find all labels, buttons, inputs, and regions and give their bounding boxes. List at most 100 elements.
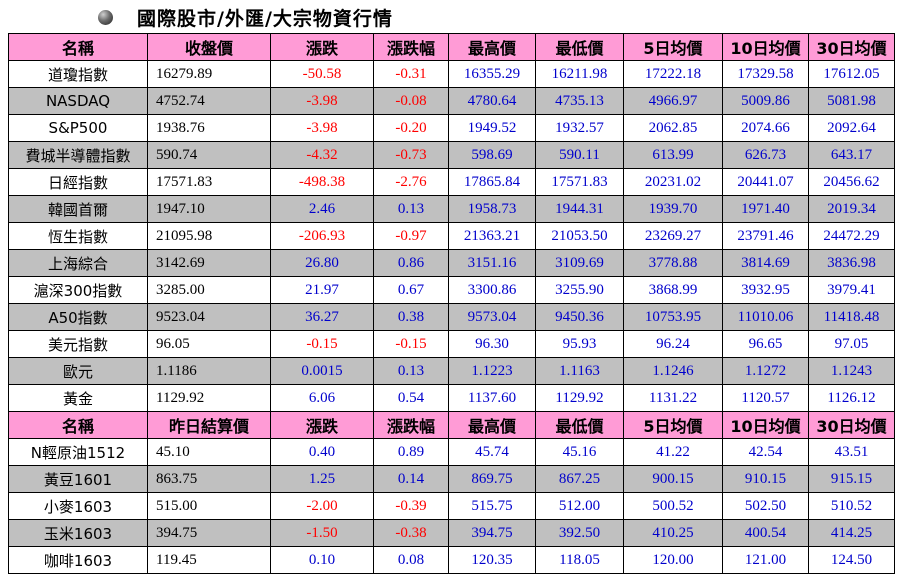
commodity-header-avg30: 30日均價 (808, 411, 895, 439)
stock-cell-avg10: 96.65 (722, 330, 809, 358)
stock-cell-avg30: 3836.98 (808, 249, 895, 277)
stock-cell-change: -3.98 (270, 114, 374, 142)
commodity-cell-name: 咖啡1603 (8, 546, 148, 574)
stock-cell-avg5: 17222.18 (623, 60, 723, 88)
commodity-cell-change: -1.50 (270, 519, 374, 547)
stock-cell-change: 36.27 (270, 303, 374, 331)
page-title: 國際股市/外匯/大宗物資行情 (137, 7, 393, 30)
commodity-cell-avg30: 414.25 (808, 519, 895, 547)
stock-cell-avg5: 10753.95 (623, 303, 723, 331)
commodity-cell-close: 515.00 (147, 492, 271, 520)
commodity-cell-change-pct: -0.38 (373, 519, 449, 547)
commodity-cell-name: 玉米1603 (8, 519, 148, 547)
stock-cell-change: 6.06 (270, 384, 374, 412)
stock-row: NASDAQ 4752.74 -3.98 -0.08 4780.64 4735.13 496… (8, 87, 895, 115)
stock-cell-avg5: 1131.22 (623, 384, 723, 412)
stock-header-high: 最高價 (448, 33, 536, 61)
stock-header-name: 名稱 (8, 33, 148, 61)
stock-cell-low: 1129.92 (535, 384, 624, 412)
stock-cell-high: 1.1223 (448, 357, 536, 385)
commodity-cell-avg30: 43.51 (808, 438, 895, 466)
market-table: 名稱 收盤價 漲跌 漲跌幅 最高價 最低價 5日均價 10日均價 30日均價 道瓊指數 16279.… (8, 33, 895, 574)
stock-cell-change-pct: -0.20 (373, 114, 449, 142)
commodity-cell-avg10: 502.50 (722, 492, 809, 520)
commodity-row: 黃豆1601 863.75 1.25 0.14 869.75 867.25 900.15 91… (8, 465, 895, 493)
stock-header-row: 名稱 收盤價 漲跌 漲跌幅 最高價 最低價 5日均價 10日均價 30日均價 (8, 33, 895, 61)
stock-header-avg10: 10日均價 (722, 33, 809, 61)
stock-cell-change: -498.38 (270, 168, 374, 196)
stock-header-change-pct: 漲跌幅 (373, 33, 449, 61)
stock-cell-avg30: 97.05 (808, 330, 895, 358)
stock-cell-avg5: 1939.70 (623, 195, 723, 223)
commodity-cell-avg10: 121.00 (722, 546, 809, 574)
commodity-header-change: 漲跌 (270, 411, 374, 439)
commodity-cell-change-pct: 0.89 (373, 438, 449, 466)
commodity-cell-high: 394.75 (448, 519, 536, 547)
commodity-cell-low: 45.16 (535, 438, 624, 466)
stock-cell-close: 1947.10 (147, 195, 271, 223)
commodity-cell-close: 394.75 (147, 519, 271, 547)
commodity-row: N輕原油1512 45.10 0.40 0.89 45.74 45.16 41.22 42.5… (8, 438, 895, 466)
commodity-cell-avg5: 410.25 (623, 519, 723, 547)
commodity-header-high: 最高價 (448, 411, 536, 439)
stock-cell-change: -3.98 (270, 87, 374, 115)
commodity-cell-low: 867.25 (535, 465, 624, 493)
stock-cell-avg10: 20441.07 (722, 168, 809, 196)
stock-cell-avg10: 3932.95 (722, 276, 809, 304)
stock-cell-name: NASDAQ (8, 87, 148, 115)
stock-cell-avg5: 23269.27 (623, 222, 723, 250)
stock-cell-avg5: 1.1246 (623, 357, 723, 385)
stock-cell-avg30: 2019.34 (808, 195, 895, 223)
stock-cell-avg10: 3814.69 (722, 249, 809, 277)
commodity-cell-avg30: 124.50 (808, 546, 895, 574)
stock-cell-name: 黃金 (8, 384, 148, 412)
stock-cell-change-pct: -0.31 (373, 60, 449, 88)
stock-cell-low: 3109.69 (535, 249, 624, 277)
commodity-cell-name: 黃豆1601 (8, 465, 148, 493)
stock-cell-avg30: 2092.64 (808, 114, 895, 142)
commodity-cell-change: -2.00 (270, 492, 374, 520)
commodity-cell-close: 119.45 (147, 546, 271, 574)
commodity-cell-low: 392.50 (535, 519, 624, 547)
commodity-cell-avg10: 42.54 (722, 438, 809, 466)
stock-row: 恆生指數 21095.98 -206.93 -0.97 21363.21 21053.50… (8, 222, 895, 250)
stock-cell-high: 4780.64 (448, 87, 536, 115)
stock-cell-name: 恆生指數 (8, 222, 148, 250)
stock-cell-change-pct: -0.73 (373, 141, 449, 169)
stock-cell-close: 1938.76 (147, 114, 271, 142)
stock-cell-name: 道瓊指數 (8, 60, 148, 88)
stock-cell-close: 3285.00 (147, 276, 271, 304)
stock-cell-change-pct: 0.13 (373, 357, 449, 385)
stock-cell-close: 1129.92 (147, 384, 271, 412)
commodity-cell-avg10: 400.54 (722, 519, 809, 547)
commodity-cell-high: 45.74 (448, 438, 536, 466)
commodity-cell-change-pct: -0.39 (373, 492, 449, 520)
stock-cell-low: 17571.83 (535, 168, 624, 196)
title-bar: 國際股市/外匯/大宗物資行情 (98, 4, 393, 30)
stock-cell-avg5: 20231.02 (623, 168, 723, 196)
stock-cell-high: 3151.16 (448, 249, 536, 277)
commodity-cell-change-pct: 0.08 (373, 546, 449, 574)
stock-row: 費城半導體指數 590.74 -4.32 -0.73 598.69 590.11 613.9… (8, 141, 895, 169)
stock-cell-avg5: 4966.97 (623, 87, 723, 115)
commodity-cell-low: 512.00 (535, 492, 624, 520)
stock-cell-change-pct: -0.97 (373, 222, 449, 250)
stock-cell-avg10: 5009.86 (722, 87, 809, 115)
commodity-cell-avg10: 910.15 (722, 465, 809, 493)
commodity-header-close: 昨日結算價 (147, 411, 271, 439)
stock-cell-close: 4752.74 (147, 87, 271, 115)
stock-cell-avg5: 613.99 (623, 141, 723, 169)
stock-cell-avg30: 24472.29 (808, 222, 895, 250)
stock-cell-name: 美元指數 (8, 330, 148, 358)
commodity-row: 咖啡1603 119.45 0.10 0.08 120.35 118.05 120.00 12… (8, 546, 895, 574)
stock-cell-avg10: 11010.06 (722, 303, 809, 331)
commodity-cell-name: N輕原油1512 (8, 438, 148, 466)
stock-cell-change-pct: 0.86 (373, 249, 449, 277)
stock-cell-avg5: 3778.88 (623, 249, 723, 277)
stock-cell-avg30: 5081.98 (808, 87, 895, 115)
stock-cell-change-pct: 0.13 (373, 195, 449, 223)
stock-cell-change: 21.97 (270, 276, 374, 304)
stock-cell-avg30: 20456.62 (808, 168, 895, 196)
stock-cell-low: 3255.90 (535, 276, 624, 304)
stock-cell-name: 費城半導體指數 (8, 141, 148, 169)
